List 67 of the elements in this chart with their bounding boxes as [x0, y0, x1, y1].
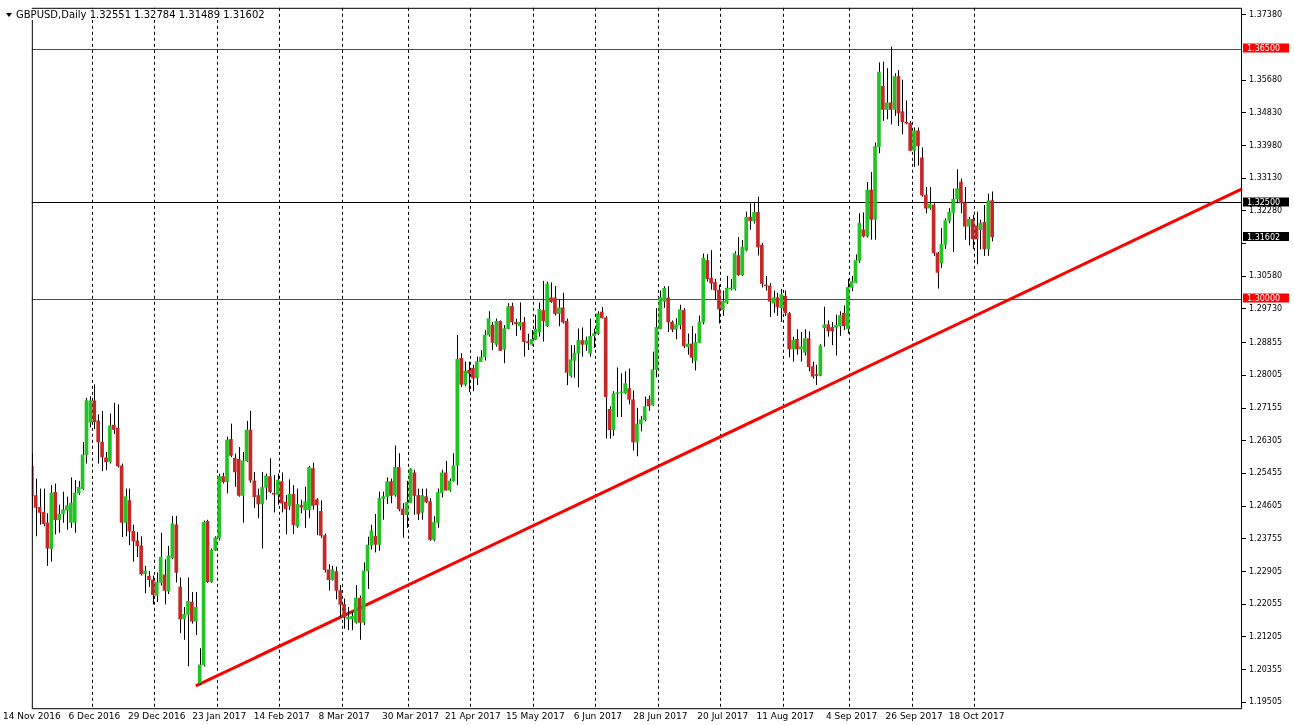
y-tick-label: 1.35680 [1249, 75, 1283, 85]
x-tick-label: 28 Jun 2017 [633, 710, 688, 721]
y-tick-label: 1.32280 [1249, 205, 1283, 215]
y-tick-label: 1.19505 [1249, 697, 1283, 707]
y-tick-label: 1.37380 [1249, 9, 1283, 19]
candlestick [272, 474, 276, 513]
candlestick [791, 336, 795, 363]
ref-line-label: 1.36500 [1247, 44, 1281, 54]
candlestick [537, 301, 542, 338]
x-tick-label: 6 Jun 2017 [573, 710, 623, 721]
x-tick-label: 15 May 2017 [506, 710, 565, 721]
candlestick [57, 504, 61, 534]
candlestick [553, 285, 557, 316]
x-tick-label: 14 Feb 2017 [253, 710, 310, 721]
x-tick-label: 11 Aug 2017 [756, 710, 815, 721]
x-tick-label: 8 Mar 2017 [318, 710, 370, 721]
ref-line-label: 1.32500 [1247, 198, 1281, 207]
x-tick-label: 26 Sep 2017 [885, 710, 943, 721]
candlestick [799, 331, 803, 363]
x-tick-label: 30 Mar 2017 [381, 710, 440, 721]
y-tick-label: 1.27155 [1249, 403, 1283, 413]
y-tick-label: 1.22055 [1249, 599, 1283, 609]
x-tick-label: 18 Oct 2017 [948, 710, 1005, 721]
text: 1.31602 [1247, 232, 1281, 242]
y-tick-label: 1.28005 [1249, 370, 1283, 380]
candlestick [884, 67, 889, 120]
candlestick [834, 314, 838, 356]
candlestick [881, 61, 885, 122]
candlestick [709, 249, 713, 291]
y-tick-label: 1.26305 [1249, 435, 1283, 445]
y-tick-label: 1.33980 [1249, 140, 1283, 150]
y-tick-label: 1.21205 [1249, 631, 1283, 641]
x-tick-label: 21 Apr 2017 [445, 710, 501, 721]
x-tick-label: 4 Sep 2017 [825, 710, 878, 721]
ref-line-label: 1.30000 [1247, 294, 1281, 304]
candlestick [510, 302, 514, 326]
candlestick [193, 591, 198, 636]
candlestick [635, 407, 639, 457]
candlestick [69, 476, 73, 529]
y-tick-label: 1.20355 [1249, 664, 1283, 674]
x-tick-label: 29 Dec 2016 [127, 710, 186, 721]
x-tick-label: 20 Jul 2017 [697, 710, 749, 721]
candlestick [186, 576, 190, 667]
candlestick [557, 298, 561, 327]
y-tick-label: 1.30580 [1249, 271, 1283, 281]
candlestick [888, 46, 893, 125]
candlestick [861, 211, 866, 238]
candlestick [966, 216, 971, 246]
candlestick [814, 364, 819, 386]
y-tick-label: 1.25455 [1249, 468, 1283, 478]
candlestick [65, 496, 69, 531]
y-tick-label: 1.28855 [1249, 337, 1283, 347]
y-tick-label: 1.33130 [1249, 173, 1283, 183]
x-tick-label: 23 Jan 2017 [192, 710, 247, 721]
candlestick [463, 361, 467, 387]
chart-title: GBPUSD,Daily 1.32551 1.32784 1.31489 1.31602 [14, 9, 267, 20]
candlestick [705, 253, 710, 283]
y-tick-label: 1.29730 [1249, 304, 1283, 314]
candlestick [260, 471, 264, 550]
y-tick-label: 1.23755 [1249, 533, 1283, 543]
x-tick-label: 6 Dec 2016 [68, 710, 121, 721]
y-tick-label: 1.24605 [1249, 501, 1283, 511]
y-tick-label: 1.22905 [1249, 566, 1283, 576]
y-tick-label: 1.34830 [1249, 107, 1283, 117]
x-tick-label: 14 Nov 2016 [2, 710, 61, 721]
candlestick [389, 478, 393, 504]
candlestick [100, 410, 104, 472]
